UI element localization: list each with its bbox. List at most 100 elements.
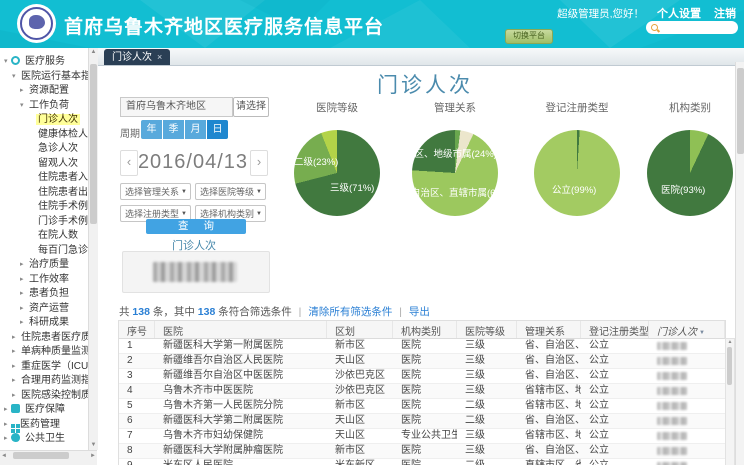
sidebar-item-21[interactable]: ▸ 重症医学（ICU）质 — [0, 360, 88, 375]
sidebar-item-2[interactable]: ▸ 资源配置 — [0, 84, 88, 99]
sidebar-item-13[interactable]: 每百门急诊入院人 — [0, 244, 88, 259]
sidebar-item-10[interactable]: 住院手术例数 — [0, 200, 88, 215]
tree-expand-icon[interactable]: ▸ — [12, 333, 16, 341]
clear-filters-link[interactable]: 清除所有筛选条件 — [308, 306, 393, 318]
page-scrollbar[interactable] — [735, 62, 744, 465]
scrollbar-thumb[interactable] — [737, 68, 744, 154]
column-header-1[interactable]: 医院 — [155, 321, 327, 338]
sidebar-item-label: 每百门急诊入院人 — [38, 244, 88, 256]
scroll-right-icon[interactable]: ► — [90, 453, 96, 459]
sidebar-item-12[interactable]: 在院人数 — [0, 229, 88, 244]
select-management-relation[interactable]: 选择管理关系 ▼ — [120, 183, 191, 200]
period-button-年[interactable]: 年 — [141, 120, 162, 139]
column-header-6[interactable]: 登记注册类型 — [581, 321, 649, 338]
column-header-0[interactable]: 序号 — [119, 321, 155, 338]
column-header-4[interactable]: 医院等级 — [457, 321, 517, 338]
pie-institution-category[interactable]: 医院(93%) — [647, 130, 733, 216]
table-row[interactable]: 5 乌鲁木齐第一人民医院分院 新市区 医院 二级 省辖市区、地... 公立 — [119, 399, 725, 414]
sidebar-item-9[interactable]: 住院患者出院例数 — [0, 186, 88, 201]
sidebar-item-25[interactable]: ▸ 医药管理 — [0, 418, 88, 433]
scrollbar-thumb[interactable] — [90, 64, 97, 224]
scroll-left-icon[interactable]: ◄ — [1, 453, 7, 459]
search-input[interactable] — [662, 21, 736, 36]
tab-close-icon[interactable]: × — [157, 52, 163, 62]
table-row[interactable]: 6 新疆医科大学第二附属医院 天山区 医院 二级 省、自治区、... 公立 — [119, 414, 725, 429]
sidebar-item-24[interactable]: ▸ 医疗保障 — [0, 403, 88, 418]
sidebar-item-26[interactable]: ▸ 公共卫生 — [0, 432, 88, 447]
scrollbar-thumb[interactable] — [727, 347, 732, 385]
table-scrollbar[interactable]: ▲ — [725, 338, 735, 465]
cell-district: 沙依巴克区 — [335, 370, 385, 381]
tree-expand-icon[interactable]: ▸ — [20, 304, 24, 312]
sidebar-item-6[interactable]: 急诊人次 — [0, 142, 88, 157]
scroll-up-icon[interactable]: ▲ — [90, 49, 97, 55]
sidebar-item-11[interactable]: 门诊手术例数 — [0, 215, 88, 230]
tab-outpatient-visits[interactable]: 门诊人次 × — [104, 49, 171, 65]
sidebar-item-17[interactable]: ▸ 资产运营 — [0, 302, 88, 317]
tree-expand-icon[interactable]: ▸ — [12, 348, 16, 355]
next-date-button[interactable]: › — [250, 150, 268, 176]
table-row[interactable]: 9米东区人民医院米东新区医院二级直辖市区、省...公立 — [119, 459, 725, 465]
tree-expand-icon[interactable]: ▸ — [12, 391, 16, 399]
period-button-日[interactable]: 日 — [207, 120, 228, 139]
sidebar-item-19[interactable]: ▸ 住院患者医疗质量与 — [0, 331, 88, 346]
sidebar-item-8[interactable]: 住院患者入院例数 — [0, 171, 88, 186]
pie-registration-type[interactable]: 公立(99%) — [534, 130, 620, 216]
select-hospital-grade[interactable]: 选择医院等级 ▼ — [195, 183, 266, 200]
tree-expand-icon[interactable]: ▸ — [12, 362, 16, 370]
column-header-5[interactable]: 管理关系 — [517, 321, 581, 338]
table-row[interactable]: 2 新疆维吾尔自治区人民医院 天山区 医院 三级 省、自治区、... 公立 — [119, 354, 725, 369]
tree-expand-icon[interactable]: ▸ — [4, 420, 8, 428]
sidebar-item-18[interactable]: ▸ 科研成果 — [0, 316, 88, 331]
table-row[interactable]: 1 新疆医科大学第一附属医院 新市区 医院 三级 省、自治区、... 公立 — [119, 339, 725, 354]
tree-expand-icon[interactable]: ▸ — [4, 435, 8, 442]
tree-expand-icon[interactable]: ▸ — [20, 261, 24, 268]
personal-settings-link[interactable]: 个人设置 — [657, 8, 701, 20]
sidebar-item-16[interactable]: ▸ 患者负担 — [0, 287, 88, 302]
tree-collapse-icon[interactable]: ▾ — [12, 72, 16, 80]
scroll-up-icon[interactable]: ▲ — [727, 339, 733, 345]
tree-expand-icon[interactable]: ▸ — [20, 275, 24, 283]
region-select-button[interactable]: 请选择 — [233, 97, 269, 117]
table-row[interactable]: 7 乌鲁木齐市妇幼保健院 天山区 专业公共卫生... 三级 省辖市区、地... 公立 — [119, 429, 725, 444]
table-row[interactable]: 8 新疆医科大学附属肿瘤医院 新市区 医院 三级 省、自治区、... 公立 — [119, 444, 725, 459]
sidebar-item-7[interactable]: 留观人次 — [0, 157, 88, 172]
sidebar-item-3[interactable]: ▾ 工作负荷 — [0, 99, 88, 114]
tree-collapse-icon[interactable]: ▾ — [20, 101, 24, 109]
sidebar-item-5[interactable]: 健康体检人次 — [0, 128, 88, 143]
pie-management-relation[interactable]: 省辖市区、地级市属(24%) 省、自治区、直辖市属(69%) — [386, 130, 512, 216]
tree-collapse-icon[interactable]: ▾ — [4, 58, 8, 65]
pie-hospital-grade[interactable]: 二级(23%) 三级(71%) — [294, 130, 380, 216]
sidebar-item-4[interactable]: 门诊人次 — [0, 113, 88, 128]
scrollbar-thumb[interactable] — [13, 452, 69, 459]
column-header-2[interactable]: 区划 — [327, 321, 393, 338]
period-button-季[interactable]: 季 — [163, 120, 184, 139]
sidebar-horizontal-scrollbar[interactable]: ◄ ► — [0, 450, 97, 461]
query-button[interactable]: 查 询 — [146, 219, 246, 234]
sidebar-item-14[interactable]: ▸ 治疗质量 — [0, 258, 88, 273]
tree-expand-icon[interactable]: ▸ — [20, 290, 24, 297]
sidebar-vertical-scrollbar[interactable]: ▲ ▼ — [88, 48, 98, 450]
sidebar-item-1[interactable]: ▾ 医院运行基本指标 — [0, 70, 88, 85]
region-input[interactable]: 首府乌鲁木齐地区 — [120, 97, 233, 117]
table-row[interactable]: 4 乌鲁木齐市中医医院 沙依巴克区 医院 三级 省辖市区、地... 公立 — [119, 384, 725, 399]
tree-expand-icon[interactable]: ▸ — [20, 319, 24, 326]
logout-link[interactable]: 注销 — [714, 8, 736, 20]
scroll-down-icon[interactable]: ▼ — [90, 442, 97, 448]
sidebar-item-20[interactable]: ▸ 单病种质量监测指标 — [0, 345, 88, 360]
sidebar-item-15[interactable]: ▸ 工作效率 — [0, 273, 88, 288]
tree-expand-icon[interactable]: ▸ — [4, 406, 8, 413]
prev-date-button[interactable]: ‹ — [120, 150, 138, 176]
period-button-月[interactable]: 月 — [185, 120, 206, 139]
search-box[interactable] — [646, 21, 738, 36]
sidebar-item-23[interactable]: ▸ 医院感染控制质量监 — [0, 389, 88, 404]
tree-expand-icon[interactable]: ▸ — [20, 87, 24, 94]
table-row[interactable]: 3 新疆维吾尔自治区中医医院 沙依巴克区 医院 三级 省、自治区、... 公立 — [119, 369, 725, 384]
column-header-7[interactable]: 门诊人次 ▼ — [649, 321, 725, 338]
sidebar-item-22[interactable]: ▸ 合理用药监测指标 — [0, 374, 88, 389]
sidebar-item-0[interactable]: ▾ 医疗服务 — [0, 55, 88, 70]
export-link[interactable]: 导出 — [408, 306, 430, 318]
column-header-3[interactable]: 机构类别 — [393, 321, 457, 338]
switch-platform-button[interactable]: 切换平台 — [505, 29, 553, 44]
tree-expand-icon[interactable]: ▸ — [12, 377, 16, 384]
